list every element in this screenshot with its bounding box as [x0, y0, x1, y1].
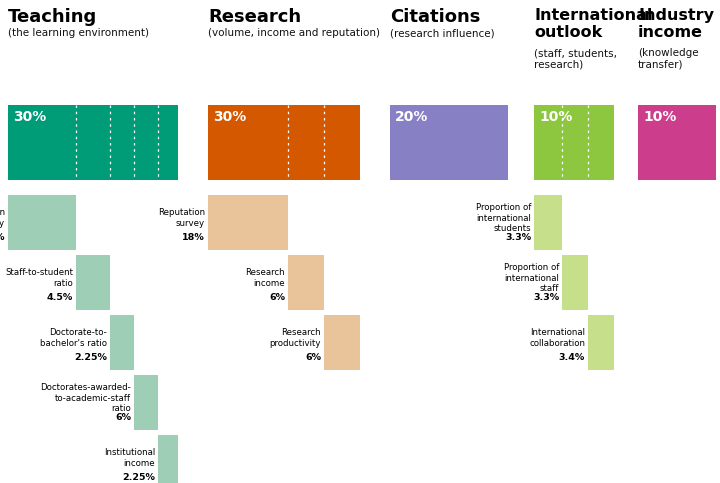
Text: 3.3%: 3.3% [505, 233, 531, 242]
Text: Doctorate-to-
bachelor's ratio: Doctorate-to- bachelor's ratio [40, 328, 107, 348]
Bar [76, 255, 110, 310]
Bar [562, 255, 588, 310]
Text: (research influence): (research influence) [390, 28, 495, 38]
Bar [208, 105, 360, 180]
Text: International
outlook: International outlook [534, 8, 652, 40]
Text: Reputation
survey: Reputation survey [0, 208, 5, 228]
Text: 6%: 6% [269, 293, 285, 302]
Bar [208, 195, 288, 250]
Text: 2.25%: 2.25% [74, 354, 107, 362]
Text: 10%: 10% [539, 110, 572, 124]
Bar [158, 435, 178, 483]
Text: 30%: 30% [213, 110, 246, 124]
Text: (knowledge
transfer): (knowledge transfer) [638, 48, 698, 70]
Text: (volume, income and reputation): (volume, income and reputation) [208, 28, 380, 38]
Text: Research
income: Research income [246, 269, 285, 288]
Bar [638, 105, 716, 180]
Text: Proportion of
international
staff: Proportion of international staff [503, 263, 559, 293]
Text: Industry
income: Industry income [638, 8, 714, 40]
Text: Staff-to-student
ratio: Staff-to-student ratio [5, 269, 73, 288]
Bar [534, 195, 562, 250]
Bar [324, 315, 360, 370]
Text: 10%: 10% [643, 110, 676, 124]
Text: 3.3%: 3.3% [533, 293, 559, 302]
Text: Research
productivity: Research productivity [269, 328, 321, 348]
Text: 2.25%: 2.25% [122, 473, 155, 483]
Text: Reputation
survey: Reputation survey [158, 208, 205, 228]
Text: 6%: 6% [305, 354, 321, 362]
Bar [534, 105, 614, 180]
Bar [588, 315, 614, 370]
Text: Proportion of
international
students: Proportion of international students [476, 203, 531, 233]
Text: (staff, students,
research): (staff, students, research) [534, 48, 617, 70]
Bar [110, 315, 134, 370]
Text: International
collaboration: International collaboration [529, 328, 585, 348]
Text: 30%: 30% [13, 110, 46, 124]
Text: 15%: 15% [0, 233, 5, 242]
Text: 20%: 20% [395, 110, 428, 124]
Text: Institutional
income: Institutional income [104, 448, 155, 468]
Text: Doctorates-awarded-
to-academic-staff
ratio: Doctorates-awarded- to-academic-staff ra… [40, 383, 131, 413]
Bar [390, 105, 508, 180]
Text: (the learning environment): (the learning environment) [8, 28, 149, 38]
Text: Teaching: Teaching [8, 8, 97, 26]
Bar [134, 375, 158, 430]
Text: 6%: 6% [115, 413, 131, 423]
Text: 3.4%: 3.4% [559, 354, 585, 362]
Bar [288, 255, 324, 310]
Text: 4.5%: 4.5% [47, 293, 73, 302]
Text: 18%: 18% [182, 233, 205, 242]
Text: Research: Research [208, 8, 301, 26]
Bar [8, 195, 76, 250]
Text: Citations: Citations [390, 8, 480, 26]
Bar [8, 105, 178, 180]
